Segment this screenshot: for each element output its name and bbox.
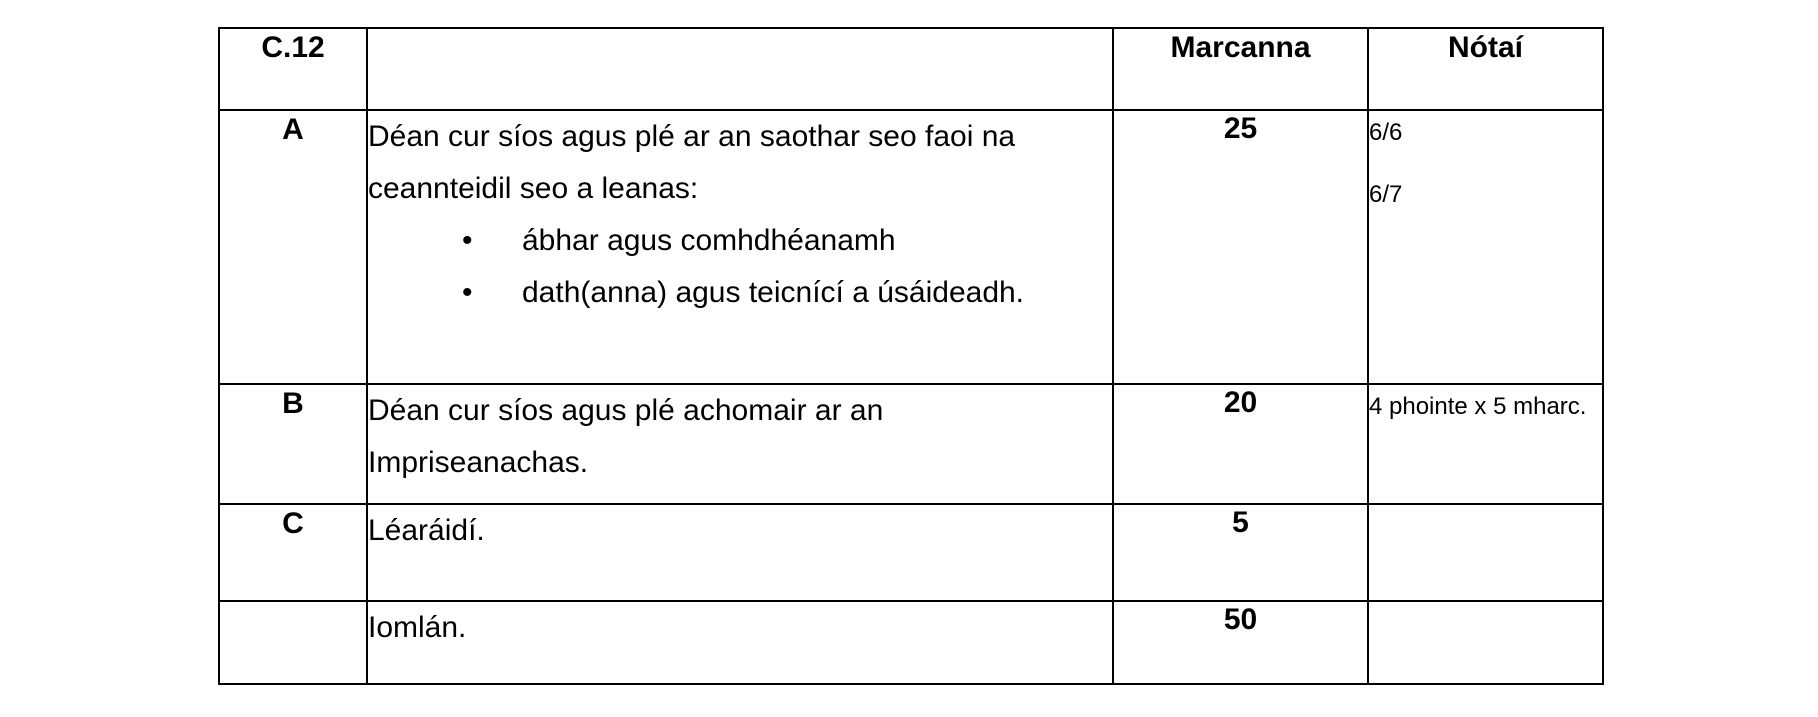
row-description-cell: Léaráidí.	[366, 503, 1114, 602]
note-item: 6/6	[1369, 119, 1403, 146]
note-item: 4 phointe x 5 mharc.	[1369, 393, 1587, 420]
description-line: Déan cur síos agus plé ar an saothar seo…	[368, 120, 1016, 153]
bullet-item: • ábhar agus comhdhéanamh	[368, 215, 1112, 267]
row-notes-cell	[1367, 600, 1604, 685]
table-row-a: A Déan cur síos agus plé ar an saothar s…	[218, 109, 1604, 385]
description-line: Déan cur síos agus plé achomair ar an	[368, 394, 884, 427]
row-label: A	[218, 109, 368, 385]
header-question-id: C.12	[218, 27, 368, 111]
description-line: ceannteidil seo a leanas:	[368, 172, 699, 205]
description-line: Impriseanachas.	[368, 446, 589, 479]
row-notes-cell: 4 phointe x 5 mharc.	[1367, 383, 1604, 505]
bullet-item: • dath(anna) agus teicnící a úsáideadh.	[368, 267, 1112, 319]
table-row-b: B Déan cur síos agus plé achomair ar an …	[218, 383, 1604, 505]
row-notes-cell: 6/6 6/7	[1367, 109, 1604, 385]
header-notes-column: Nótaí	[1367, 27, 1604, 111]
note-item: 6/7	[1369, 181, 1403, 208]
row-notes-cell	[1367, 503, 1604, 602]
row-description-cell: Iomlán.	[366, 600, 1114, 685]
row-label: C	[218, 503, 368, 602]
table-row-total: Iomlán. 50	[218, 600, 1604, 685]
header-question-column	[366, 27, 1114, 111]
row-marks: 50	[1112, 600, 1369, 685]
row-description-cell: Déan cur síos agus plé achomair ar an Im…	[366, 383, 1114, 505]
row-label	[218, 600, 368, 685]
table-row-c: C Léaráidí. 5	[218, 503, 1604, 602]
row-label: B	[218, 383, 368, 505]
header-row: C.12 Marcanna Nótaí	[218, 27, 1604, 111]
description-line: Léaráidí.	[368, 514, 485, 547]
header-marks-column: Marcanna	[1112, 27, 1369, 111]
row-marks: 20	[1112, 383, 1369, 505]
bullet-text: ábhar agus comhdhéanamh	[522, 224, 896, 257]
row-marks: 25	[1112, 109, 1369, 385]
marking-scheme-table: C.12 Marcanna Nótaí A Déan cur síos agus…	[218, 27, 1604, 685]
description-line: Iomlán.	[368, 611, 467, 644]
row-description-cell: Déan cur síos agus plé ar an saothar seo…	[366, 109, 1114, 385]
row-marks: 5	[1112, 503, 1369, 602]
bullet-icon: •	[462, 224, 473, 257]
bullet-icon: •	[462, 276, 473, 309]
bullet-text: dath(anna) agus teicnící a úsáideadh.	[522, 276, 1025, 309]
